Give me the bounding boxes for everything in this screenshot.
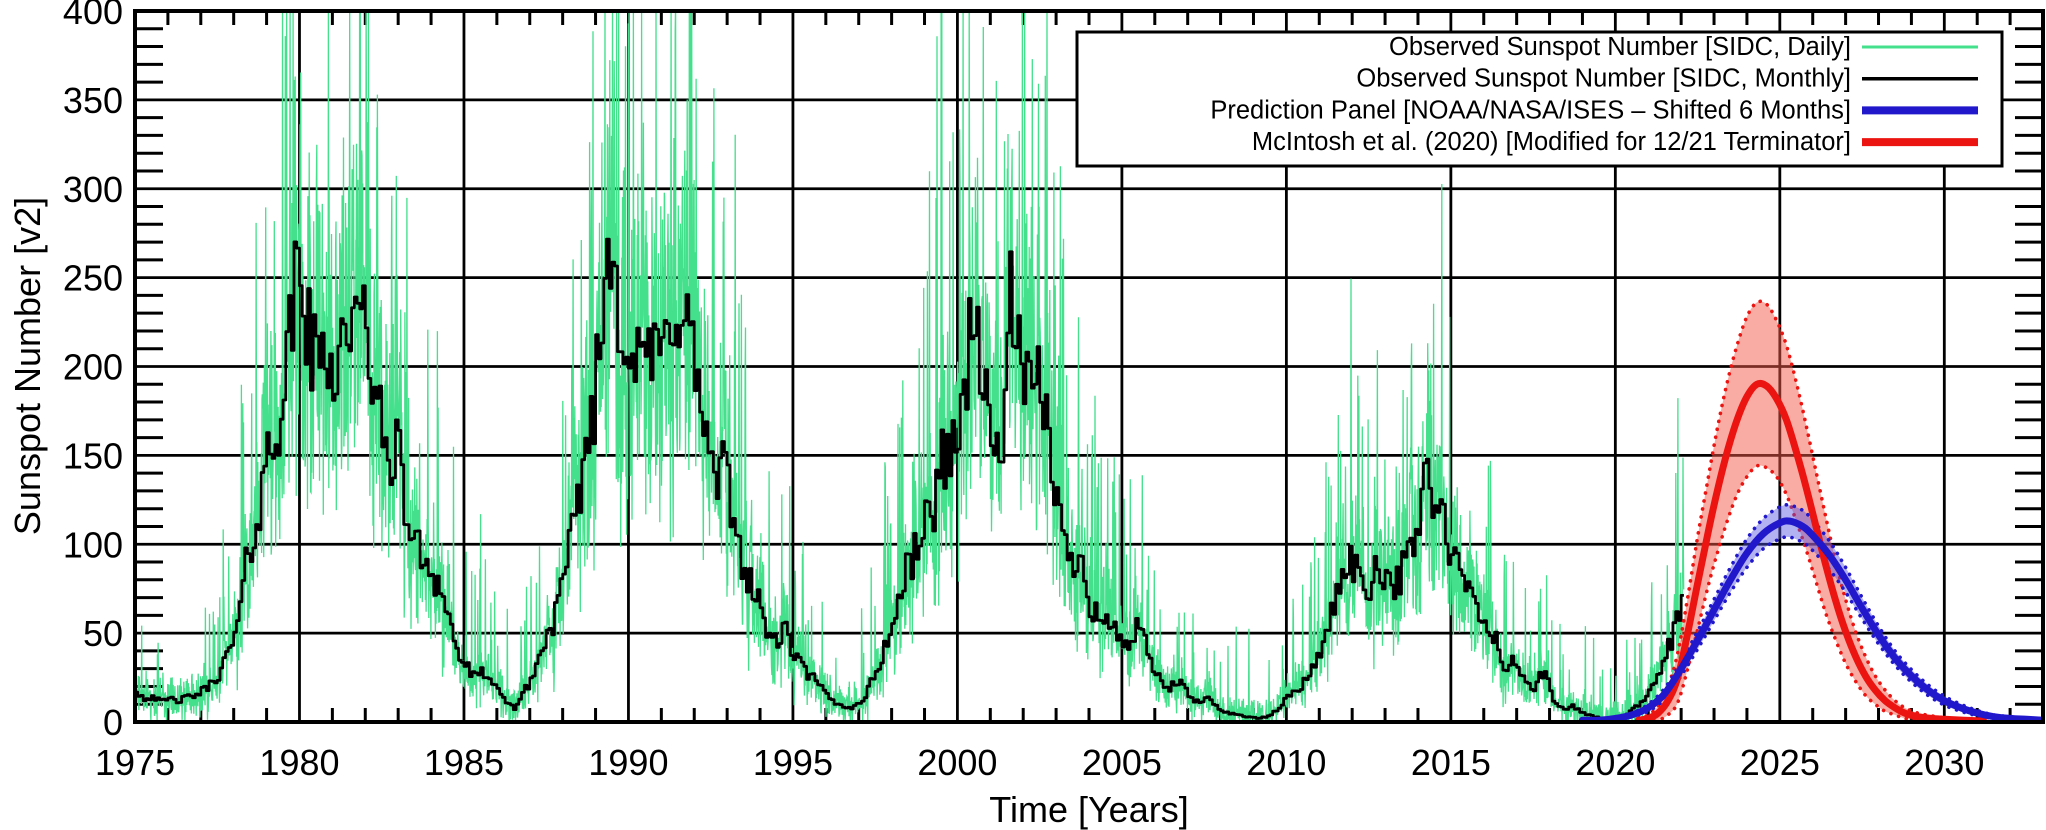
legend-label-mcintosh: McIntosh et al. (2020) [Modified for 12/…	[1252, 128, 1851, 156]
x-tick-label: 1995	[753, 742, 833, 783]
y-tick-label: 150	[63, 435, 123, 476]
y-axis-tick-labels: 0 50 100 150 200 250 300 350 400	[63, 0, 123, 743]
legend: Observed Sunspot Number [SIDC, Daily] Ob…	[1075, 30, 2004, 168]
legend-label-prediction-panel: Prediction Panel [NOAA/NASA/ISES – Shift…	[1210, 96, 1851, 124]
x-tick-label: 2000	[917, 742, 997, 783]
x-tick-label: 2030	[1904, 742, 1984, 783]
legend-box	[1075, 30, 2004, 168]
legend-line-samples	[1862, 45, 1978, 147]
series-prediction-panel	[1578, 517, 2043, 722]
y-tick-label: 200	[63, 347, 123, 388]
x-axis-tick-labels: 1975 1980 1985 1990 1995 2000 2005 2010 2015 2020…	[95, 742, 1984, 783]
y-tick-label: 250	[63, 258, 123, 299]
legend-label-observed-monthly: Observed Sunspot Number [SIDC, Monthly]	[1356, 65, 1851, 93]
y-tick-label: 100	[63, 524, 123, 565]
x-axis-title: Time [Years]	[989, 789, 1188, 830]
plot-frame	[133, 9, 2045, 724]
x-tick-label: 1975	[95, 742, 175, 783]
x-tick-label: 1980	[259, 742, 339, 783]
x-tick-label: 2025	[1740, 742, 1820, 783]
x-tick-label: 2010	[1246, 742, 1326, 783]
x-tick-label: 2020	[1575, 742, 1655, 783]
y-tick-label: 350	[63, 80, 123, 121]
minor-ticks	[135, 11, 2045, 722]
x-tick-label: 1985	[424, 742, 504, 783]
series-observed-monthly	[135, 237, 1684, 721]
x-tick-label: 2005	[1082, 742, 1162, 783]
x-tick-label: 2015	[1411, 742, 1491, 783]
y-axis-title: Sunspot Number [v2]	[7, 197, 48, 535]
legend-label-observed-daily: Observed Sunspot Number [SIDC, Daily]	[1389, 33, 1851, 61]
y-tick-label: 50	[83, 613, 123, 654]
y-tick-label: 0	[103, 702, 123, 743]
x-tick-label: 1990	[588, 742, 668, 783]
series-mcintosh-prediction	[1634, 379, 1988, 722]
y-tick-label: 400	[63, 0, 123, 32]
y-tick-label: 300	[63, 169, 123, 210]
